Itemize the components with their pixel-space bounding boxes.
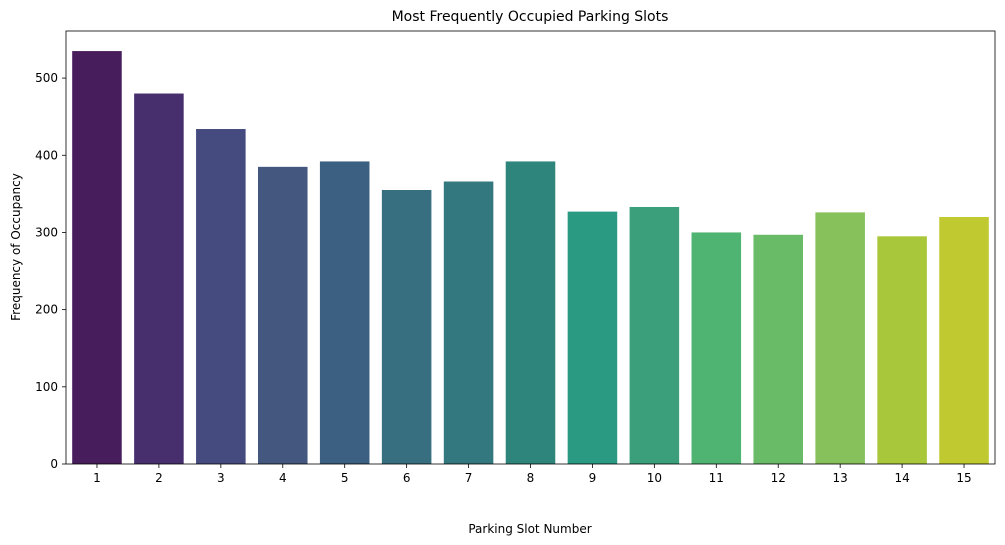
bar-slot-1 bbox=[72, 51, 122, 464]
x-tick-label: 2 bbox=[155, 471, 163, 485]
y-tick-label: 500 bbox=[35, 71, 58, 85]
bar-slot-12 bbox=[753, 234, 804, 464]
bar-slot-6 bbox=[381, 189, 432, 464]
bars-group bbox=[72, 51, 989, 465]
x-tick-label: 1 bbox=[93, 471, 101, 485]
bar-slot-13 bbox=[815, 212, 865, 464]
y-tick-label: 200 bbox=[35, 303, 58, 317]
bar-slot-11 bbox=[691, 232, 742, 464]
bar-slot-9 bbox=[567, 211, 618, 464]
bar-slot-10 bbox=[629, 206, 680, 464]
bar-slot-4 bbox=[257, 166, 308, 464]
bar-slot-2 bbox=[134, 93, 184, 465]
x-axis: 1 2 3 4 5 6 7 8 9 10 11 12 13 14 15 bbox=[93, 464, 972, 485]
y-axis: 0 100 200 300 400 500 bbox=[35, 71, 66, 471]
bar-slot-15 bbox=[939, 217, 989, 464]
plot-frame bbox=[65, 30, 996, 465]
x-tick-label: 9 bbox=[589, 471, 597, 485]
y-tick-label: 300 bbox=[35, 225, 58, 239]
x-tick-label: 8 bbox=[527, 471, 535, 485]
x-tick-label: 10 bbox=[647, 471, 662, 485]
x-tick-label: 3 bbox=[217, 471, 225, 485]
x-tick-label: 11 bbox=[709, 471, 724, 485]
x-tick-label: 13 bbox=[833, 471, 848, 485]
bar-slot-7 bbox=[443, 181, 494, 464]
x-tick-label: 14 bbox=[894, 471, 909, 485]
y-tick-label: 400 bbox=[35, 148, 58, 162]
x-tick-label: 6 bbox=[403, 471, 411, 485]
bar-slot-5 bbox=[319, 161, 370, 464]
x-tick-label: 7 bbox=[465, 471, 473, 485]
x-tick-label: 4 bbox=[279, 471, 287, 485]
y-axis-label: Frequency of Occupancy bbox=[9, 173, 23, 321]
bar-slot-3 bbox=[196, 129, 246, 464]
x-tick-label: 5 bbox=[341, 471, 349, 485]
bar-slot-8 bbox=[505, 161, 556, 464]
y-tick-label: 0 bbox=[50, 457, 58, 471]
y-tick-label: 100 bbox=[35, 380, 58, 394]
bar-slot-14 bbox=[877, 236, 927, 464]
x-tick-label: 15 bbox=[956, 471, 971, 485]
chart-title: Most Frequently Occupied Parking Slots bbox=[392, 9, 669, 25]
x-tick-label: 12 bbox=[771, 471, 786, 485]
x-axis-label: Parking Slot Number bbox=[468, 522, 591, 536]
